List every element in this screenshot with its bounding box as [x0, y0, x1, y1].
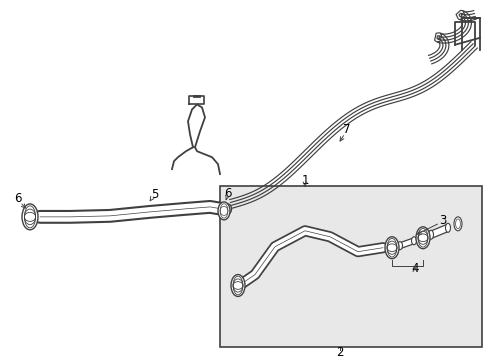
- Ellipse shape: [22, 204, 38, 230]
- Text: 6: 6: [224, 188, 231, 201]
- Text: 3: 3: [438, 214, 446, 228]
- Ellipse shape: [397, 242, 402, 250]
- Ellipse shape: [224, 204, 231, 214]
- Ellipse shape: [453, 217, 461, 231]
- Text: 6: 6: [14, 193, 21, 206]
- Ellipse shape: [230, 275, 244, 296]
- Ellipse shape: [445, 223, 449, 232]
- Ellipse shape: [384, 237, 398, 258]
- Ellipse shape: [218, 202, 229, 220]
- Ellipse shape: [415, 227, 429, 249]
- Bar: [220, 186, 481, 347]
- Ellipse shape: [411, 237, 416, 245]
- Text: 4: 4: [410, 262, 418, 275]
- Text: 7: 7: [343, 123, 350, 136]
- Ellipse shape: [427, 230, 433, 239]
- Text: 2: 2: [336, 346, 343, 359]
- Text: 5: 5: [151, 189, 159, 202]
- Text: 1: 1: [301, 174, 308, 186]
